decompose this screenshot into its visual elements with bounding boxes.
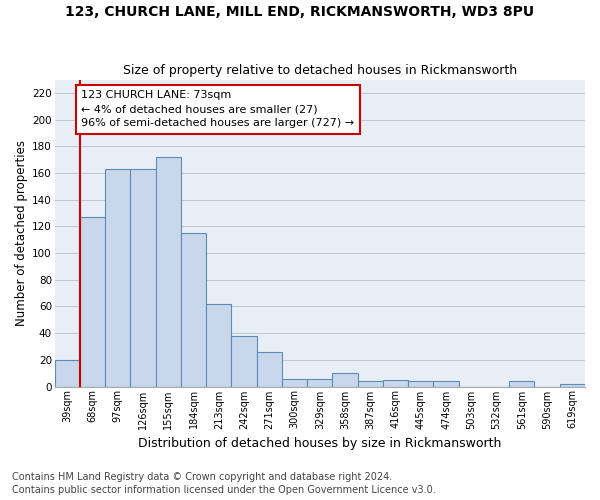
- Bar: [282, 378, 307, 386]
- Bar: [130, 169, 156, 386]
- Bar: [206, 304, 232, 386]
- Bar: [80, 217, 105, 386]
- Text: Contains HM Land Registry data © Crown copyright and database right 2024.
Contai: Contains HM Land Registry data © Crown c…: [12, 472, 436, 495]
- Bar: [181, 233, 206, 386]
- Bar: [358, 381, 383, 386]
- Bar: [560, 384, 585, 386]
- Bar: [156, 157, 181, 386]
- Bar: [383, 380, 408, 386]
- X-axis label: Distribution of detached houses by size in Rickmansworth: Distribution of detached houses by size …: [138, 437, 502, 450]
- Text: 123, CHURCH LANE, MILL END, RICKMANSWORTH, WD3 8PU: 123, CHURCH LANE, MILL END, RICKMANSWORT…: [65, 5, 535, 19]
- Bar: [332, 373, 358, 386]
- Bar: [307, 378, 332, 386]
- Bar: [232, 336, 257, 386]
- Bar: [55, 360, 80, 386]
- Bar: [105, 169, 130, 386]
- Title: Size of property relative to detached houses in Rickmansworth: Size of property relative to detached ho…: [123, 64, 517, 77]
- Bar: [509, 381, 535, 386]
- Bar: [408, 381, 433, 386]
- Bar: [433, 381, 459, 386]
- Y-axis label: Number of detached properties: Number of detached properties: [15, 140, 28, 326]
- Bar: [257, 352, 282, 386]
- Text: 123 CHURCH LANE: 73sqm
← 4% of detached houses are smaller (27)
96% of semi-deta: 123 CHURCH LANE: 73sqm ← 4% of detached …: [81, 90, 355, 128]
